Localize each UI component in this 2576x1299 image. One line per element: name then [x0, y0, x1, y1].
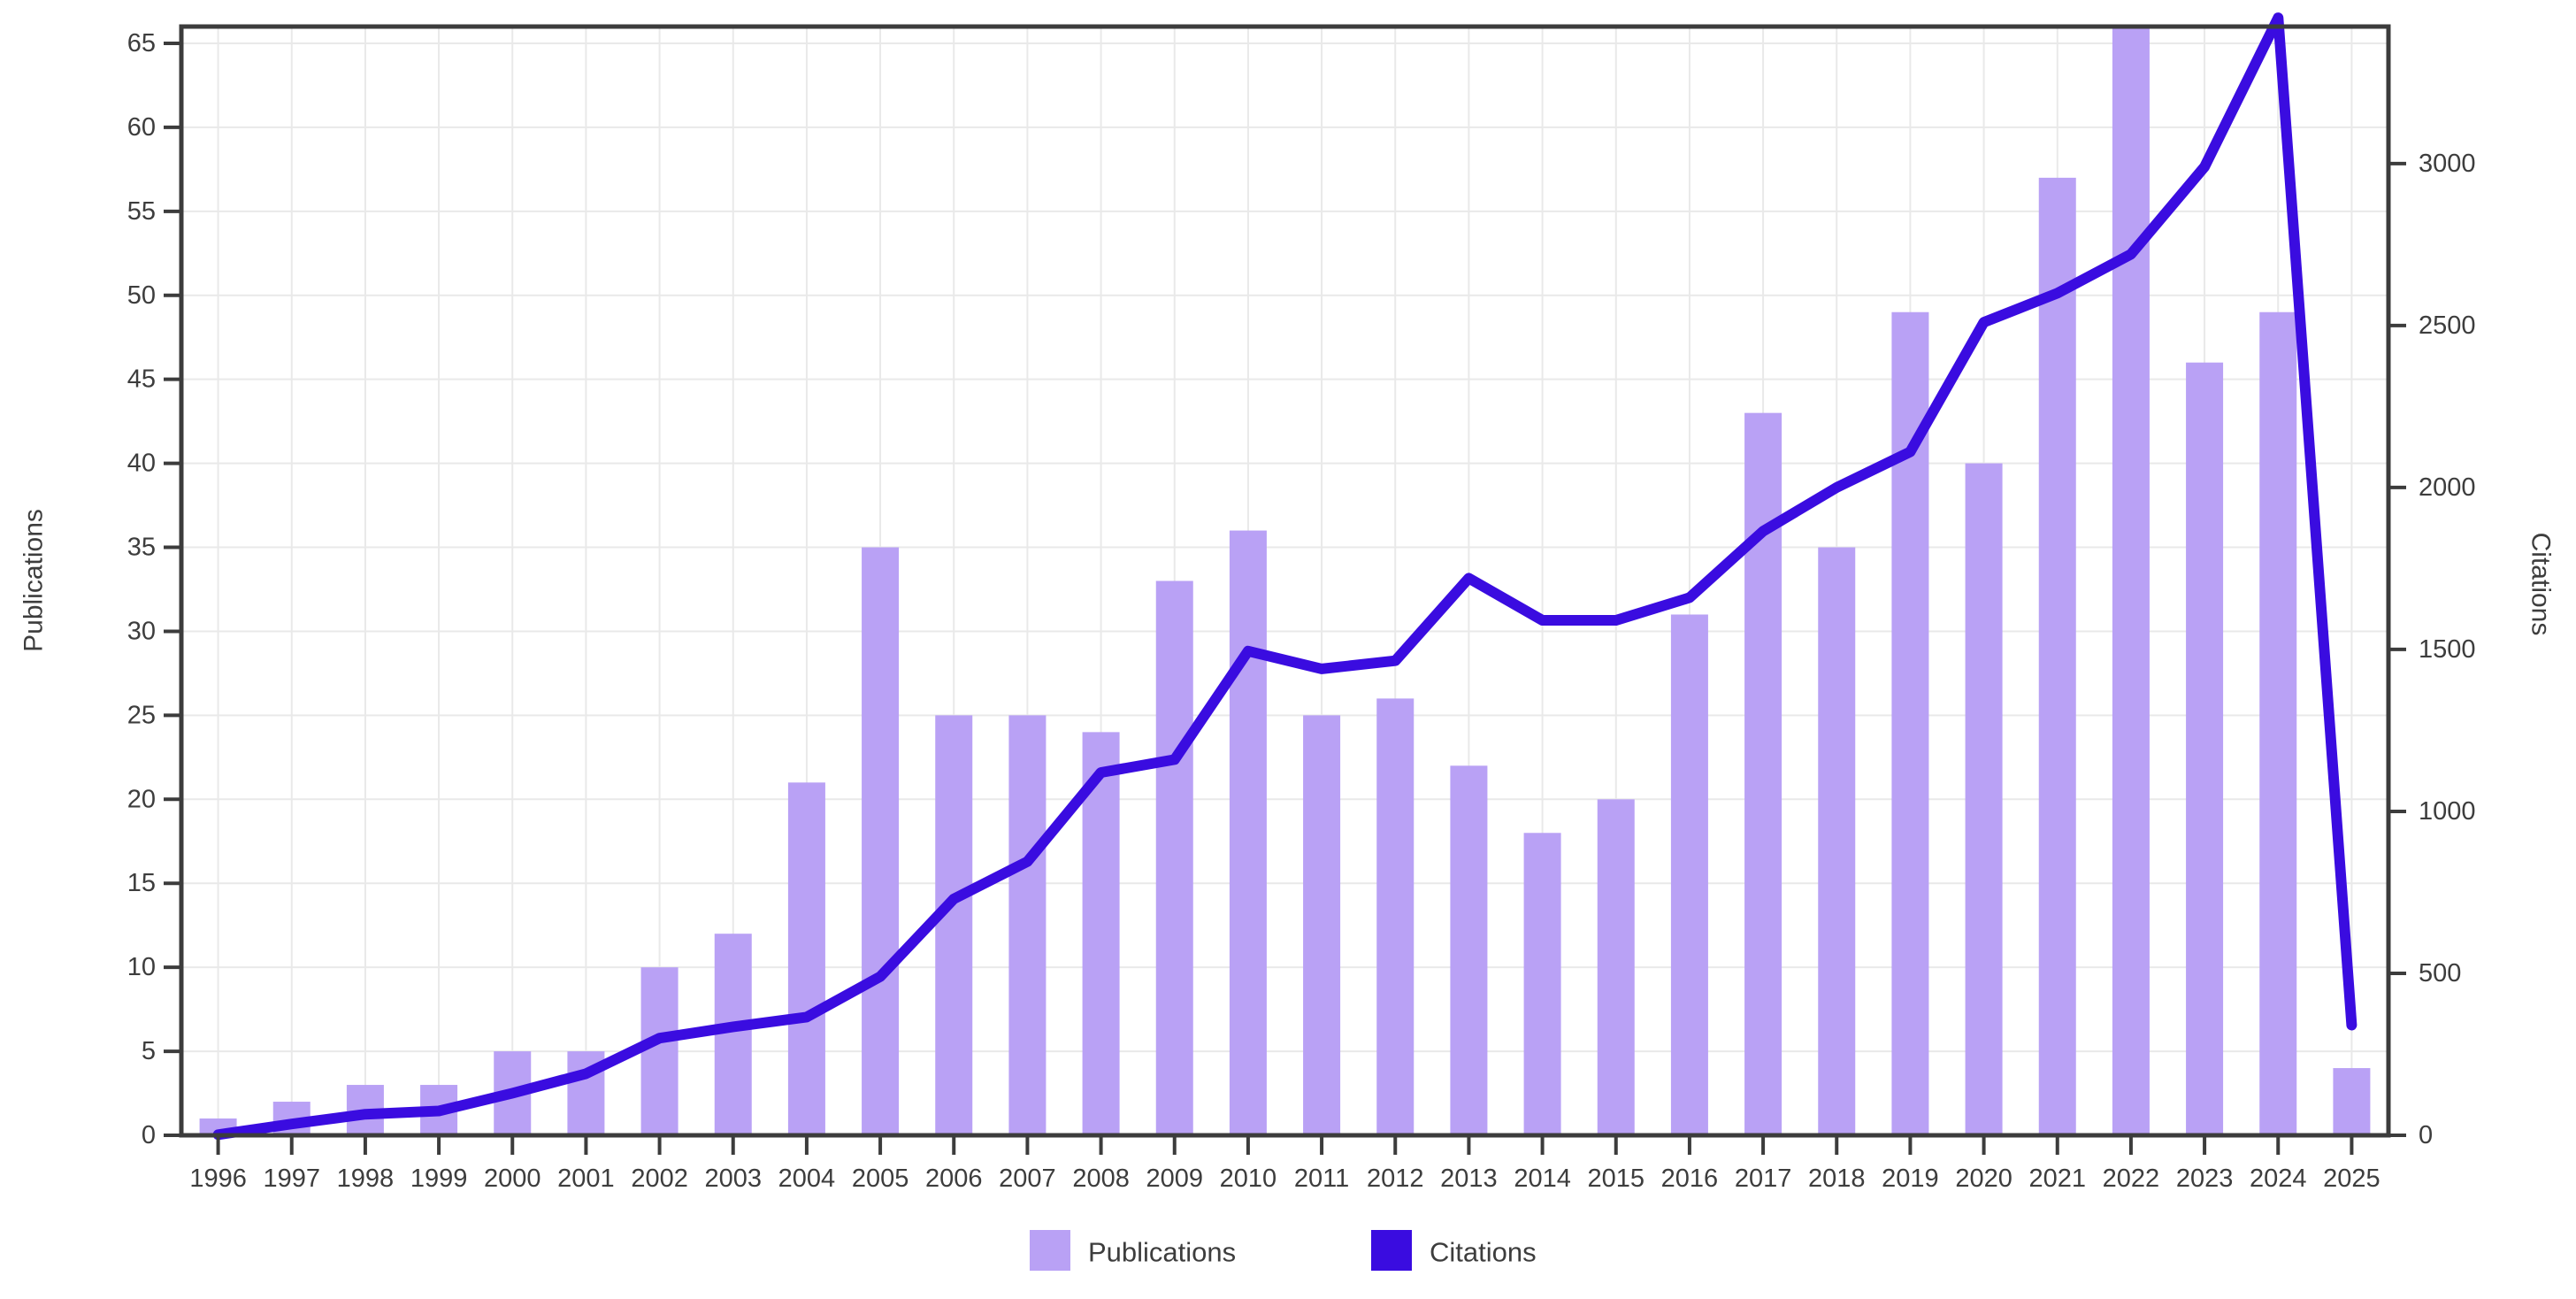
x-tick-label-2010: 2010 — [1220, 1164, 1277, 1193]
x-tick-label-2003: 2003 — [704, 1164, 762, 1193]
right-tick-label-1500: 1500 — [2419, 635, 2476, 664]
right-tick-label-1000: 1000 — [2419, 797, 2476, 826]
left-tick-label-65: 65 — [127, 29, 156, 58]
x-tick-label-2014: 2014 — [1514, 1164, 1571, 1193]
x-tick-label-2023: 2023 — [2176, 1164, 2234, 1193]
x-tick-label-2008: 2008 — [1072, 1164, 1130, 1193]
left-axis-title: Publications — [19, 509, 49, 652]
right-axis-title: Citations — [2526, 533, 2556, 636]
left-tick-label-55: 55 — [127, 197, 156, 226]
bar-2007[interactable] — [1008, 715, 1046, 1135]
bar-2011[interactable] — [1303, 715, 1341, 1135]
left-tick-label-30: 30 — [127, 617, 156, 645]
legend-label-publications: Publications — [1088, 1237, 1236, 1268]
bar-2022[interactable] — [2112, 27, 2150, 1135]
bar-2005[interactable] — [862, 547, 900, 1135]
left-tick-label-5: 5 — [142, 1037, 156, 1065]
x-tick-label-2004: 2004 — [778, 1164, 836, 1193]
x-tick-label-2020: 2020 — [1955, 1164, 2012, 1193]
legend-item-citations[interactable]: Citations — [1371, 1230, 1537, 1271]
x-tick-label-2001: 2001 — [557, 1164, 615, 1193]
left-tick-label-25: 25 — [127, 701, 156, 729]
x-tick-label-1996: 1996 — [189, 1164, 247, 1193]
left-tick-label-15: 15 — [127, 869, 156, 897]
bar-2003[interactable] — [714, 934, 752, 1135]
left-tick-label-45: 45 — [127, 365, 156, 394]
bar-2021[interactable] — [2038, 177, 2076, 1135]
bar-2009[interactable] — [1155, 580, 1193, 1136]
bar-2013[interactable] — [1450, 765, 1488, 1135]
x-tick-label-2024: 2024 — [2250, 1164, 2307, 1193]
left-tick-label-40: 40 — [127, 450, 156, 478]
x-tick-label-2009: 2009 — [1146, 1164, 1203, 1193]
citations-line[interactable] — [212, 12, 2358, 1141]
x-tick-label-1998: 1998 — [337, 1164, 395, 1193]
bar-2018[interactable] — [1818, 547, 1856, 1135]
bar-2015[interactable] — [1597, 799, 1635, 1135]
x-tick-label-2006: 2006 — [925, 1164, 983, 1193]
left-tick-label-0: 0 — [142, 1121, 156, 1149]
plot-border — [179, 24, 2391, 1138]
bar-2020[interactable] — [1965, 463, 2003, 1135]
x-tick-label-2025: 2025 — [2323, 1164, 2380, 1193]
bar-2008[interactable] — [1082, 732, 1120, 1135]
left-tick-label-60: 60 — [127, 113, 156, 142]
bar-2002[interactable] — [640, 967, 678, 1135]
x-tick-label-2022: 2022 — [2103, 1164, 2160, 1193]
left-tick-label-35: 35 — [127, 534, 156, 562]
x-tick-label-2012: 2012 — [1367, 1164, 1424, 1193]
right-tick-label-2500: 2500 — [2419, 311, 2476, 340]
x-tick-label-2011: 2011 — [1294, 1164, 1349, 1193]
bar-2024[interactable] — [2259, 311, 2297, 1135]
x-tick-label-2000: 2000 — [484, 1164, 541, 1193]
bar-2010[interactable] — [1229, 530, 1267, 1135]
right-tick-label-3000: 3000 — [2419, 150, 2476, 178]
x-tick-label-2013: 2013 — [1440, 1164, 1498, 1193]
x-tick-label-2019: 2019 — [1882, 1164, 1939, 1193]
x-tick-label-2018: 2018 — [1808, 1164, 1866, 1193]
x-tick-label-2015: 2015 — [1587, 1164, 1644, 1193]
legend-swatch-citations — [1371, 1230, 1412, 1271]
x-tick-label-2007: 2007 — [999, 1164, 1056, 1193]
legend-label-citations: Citations — [1430, 1237, 1537, 1268]
bar-2023[interactable] — [2186, 362, 2224, 1135]
left-tick-label-20: 20 — [127, 785, 156, 813]
x-tick-label-2002: 2002 — [631, 1164, 688, 1193]
x-tick-label-2021: 2021 — [2028, 1164, 2086, 1193]
legend-item-publications[interactable]: Publications — [1030, 1230, 1236, 1271]
bar-2006[interactable] — [935, 715, 973, 1135]
bar-2014[interactable] — [1523, 833, 1561, 1135]
x-tick-label-2005: 2005 — [852, 1164, 909, 1193]
x-tick-label-2017: 2017 — [1735, 1164, 1792, 1193]
x-tick-label-2016: 2016 — [1661, 1164, 1719, 1193]
legend-swatch-publications — [1030, 1230, 1070, 1271]
left-tick-label-10: 10 — [127, 953, 156, 981]
x-tick-label-1999: 1999 — [410, 1164, 468, 1193]
x-tick-label-1997: 1997 — [263, 1164, 320, 1193]
bar-2012[interactable] — [1376, 698, 1414, 1135]
right-tick-label-2000: 2000 — [2419, 473, 2476, 502]
left-tick-label-50: 50 — [127, 281, 156, 310]
bar-2025[interactable] — [2333, 1068, 2371, 1135]
bar-2004[interactable] — [787, 782, 825, 1135]
right-tick-label-500: 500 — [2419, 959, 2461, 988]
bar-2016[interactable] — [1670, 614, 1708, 1135]
right-tick-label-0: 0 — [2419, 1121, 2433, 1149]
